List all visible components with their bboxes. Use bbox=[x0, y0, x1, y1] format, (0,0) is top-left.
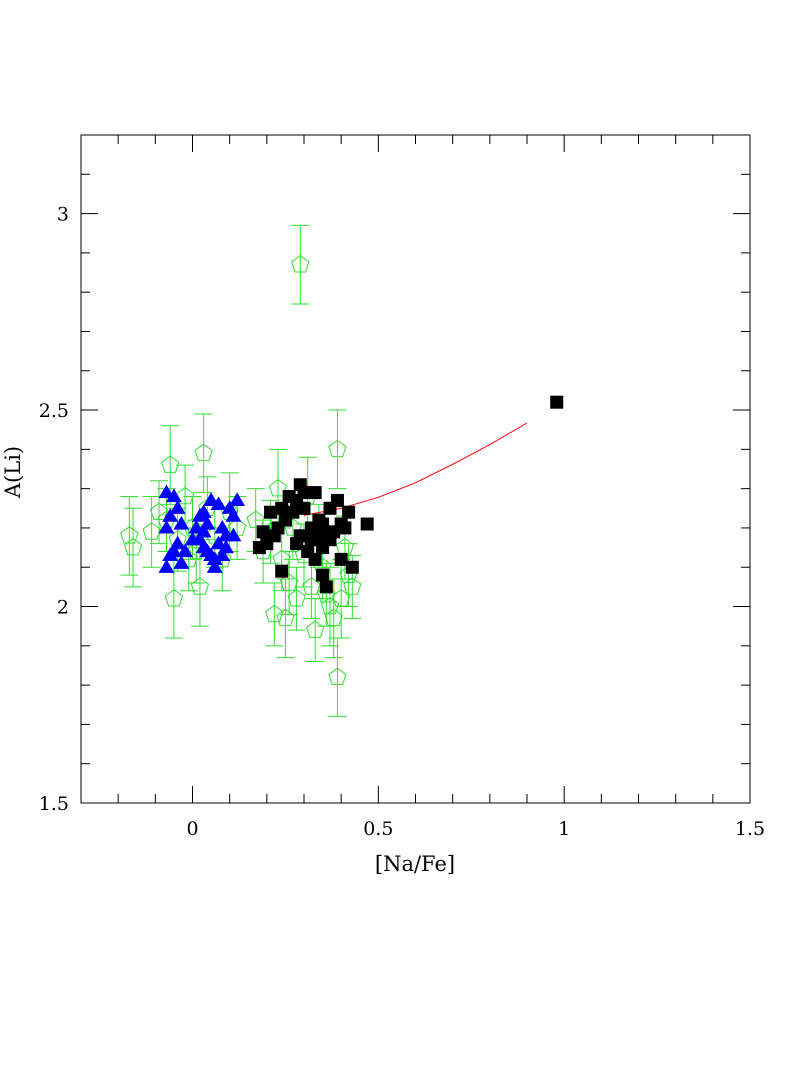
error-bar bbox=[276, 578, 295, 659]
square-point bbox=[256, 525, 270, 539]
pentagon-point bbox=[276, 608, 295, 627]
error-bar bbox=[120, 496, 139, 576]
pentagon-point bbox=[268, 478, 288, 497]
square-point bbox=[330, 493, 344, 507]
triangle-point bbox=[210, 496, 227, 510]
pentagon-point bbox=[120, 526, 139, 544]
error-bar bbox=[287, 566, 306, 631]
square-point bbox=[308, 486, 322, 500]
pentagon-point bbox=[246, 510, 265, 528]
triangle-point bbox=[169, 500, 186, 514]
square-point bbox=[308, 552, 322, 566]
x-tick-label: 0.5 bbox=[363, 818, 393, 840]
triangle-point bbox=[158, 519, 175, 534]
model-curve bbox=[303, 422, 528, 516]
square-point bbox=[316, 568, 330, 582]
error-bar bbox=[306, 598, 325, 663]
pentagon-point bbox=[265, 604, 284, 623]
triangle-point bbox=[195, 504, 212, 518]
pentagon-point bbox=[306, 620, 325, 638]
pentagon-point bbox=[328, 439, 347, 458]
error-bar bbox=[339, 543, 358, 608]
square-point bbox=[360, 517, 374, 531]
x-axis-title: [Na/Fe] bbox=[375, 852, 455, 876]
pentagon-point bbox=[320, 596, 340, 615]
square-point bbox=[275, 501, 289, 515]
square-point bbox=[334, 552, 348, 566]
error-bar bbox=[194, 413, 213, 494]
triangle-point bbox=[225, 527, 242, 542]
square-point bbox=[345, 560, 359, 574]
pentagon-point bbox=[332, 589, 351, 607]
pentagon-point bbox=[302, 577, 321, 595]
triangle-point bbox=[177, 543, 194, 558]
pentagon-point bbox=[161, 455, 180, 473]
pentagon-point bbox=[328, 667, 347, 685]
triangle-point bbox=[184, 531, 201, 546]
pentagon-point bbox=[280, 573, 299, 591]
error-bar bbox=[124, 507, 143, 588]
pentagon-point bbox=[175, 486, 195, 505]
triangle-point bbox=[158, 559, 175, 573]
triangle-point bbox=[229, 492, 246, 507]
error-bar bbox=[328, 637, 347, 718]
triangle-point bbox=[206, 559, 223, 573]
square-point bbox=[342, 505, 356, 519]
triangle-point bbox=[225, 508, 242, 522]
square-point bbox=[293, 529, 307, 543]
square-point bbox=[297, 501, 311, 515]
y-axis-title: A(Li) bbox=[1, 446, 25, 499]
square-point bbox=[297, 486, 311, 500]
pentagon-point bbox=[190, 577, 210, 595]
pentagon-point bbox=[291, 255, 310, 273]
pentagon-point bbox=[324, 608, 343, 627]
square-point bbox=[338, 521, 352, 535]
triangle-point bbox=[162, 508, 179, 522]
square-point bbox=[550, 395, 564, 409]
square-point bbox=[264, 505, 278, 519]
error-bar bbox=[328, 409, 347, 490]
x-tick-label: 0 bbox=[186, 818, 198, 840]
error-bar bbox=[142, 496, 161, 568]
pentagon-point bbox=[343, 577, 362, 595]
square-point bbox=[286, 505, 300, 519]
plot-frame bbox=[80, 134, 751, 804]
pentagon-point bbox=[123, 537, 143, 556]
pentagon-point bbox=[142, 522, 161, 540]
error-bar bbox=[265, 582, 284, 647]
pentagon-point bbox=[194, 443, 213, 462]
triangle-point bbox=[165, 543, 182, 558]
x-tick-label: 1.5 bbox=[735, 818, 765, 840]
x-tick-label: 1 bbox=[558, 818, 570, 840]
y-tick-label: 3 bbox=[57, 204, 69, 226]
pentagon-point bbox=[317, 585, 336, 603]
y-tick-label: 2 bbox=[57, 597, 69, 619]
y-tick-label: 2.5 bbox=[39, 400, 69, 422]
triangle-point bbox=[173, 516, 190, 530]
triangle-point bbox=[165, 488, 182, 503]
error-bar bbox=[291, 224, 310, 305]
triangle-point bbox=[206, 551, 223, 565]
triangle-point bbox=[214, 547, 231, 562]
square-point bbox=[319, 580, 333, 594]
pentagon-point bbox=[287, 589, 306, 607]
triangle-point bbox=[199, 543, 216, 558]
triangle-point bbox=[173, 555, 190, 569]
square-point bbox=[275, 564, 289, 578]
pentagon-point bbox=[164, 589, 184, 607]
y-tick-label: 1.5 bbox=[39, 793, 69, 815]
